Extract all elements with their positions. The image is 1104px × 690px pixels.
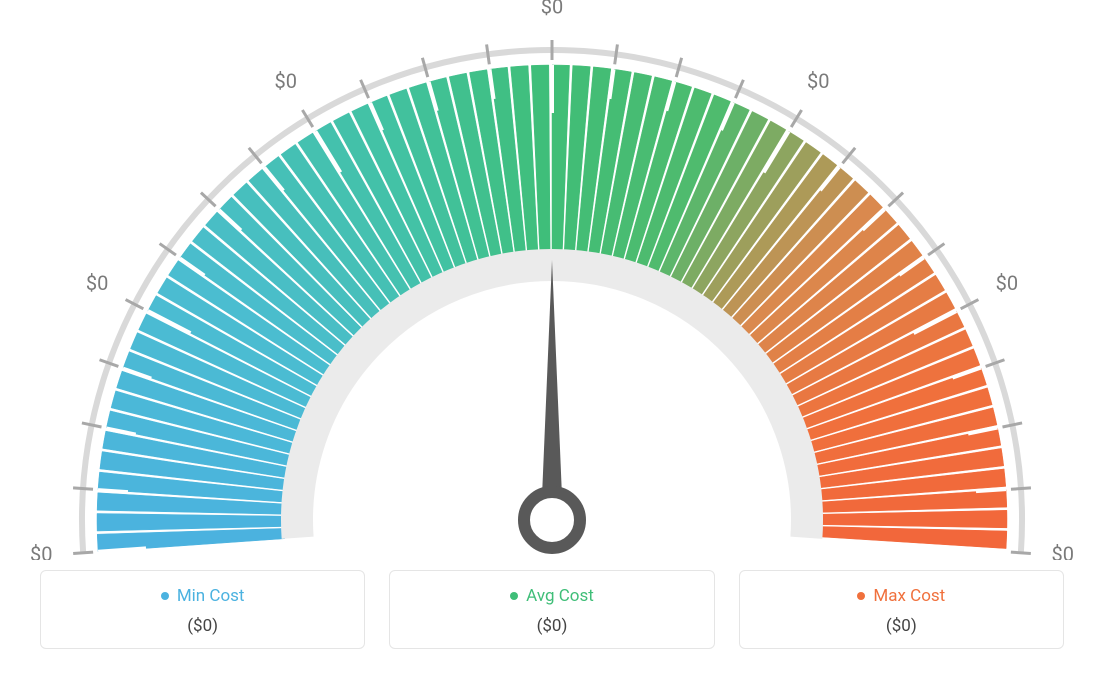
legend-dot-icon bbox=[857, 592, 865, 600]
tick-label: $0 bbox=[86, 271, 108, 295]
legend-label: Max Cost bbox=[873, 586, 945, 606]
legend-label: Min Cost bbox=[177, 586, 245, 606]
legend-value: ($0) bbox=[390, 616, 713, 636]
gauge-area: $0 $0 $0 $0 $0 $0 $0 bbox=[0, 0, 1104, 560]
legend-card-avg: Avg Cost ($0) bbox=[389, 570, 714, 649]
tick-label: $0 bbox=[275, 69, 297, 93]
legend-card-max: Max Cost ($0) bbox=[739, 570, 1064, 649]
legend-dot-icon bbox=[161, 592, 169, 600]
legend-dot-icon bbox=[510, 592, 518, 600]
legend-value: ($0) bbox=[41, 616, 364, 636]
tick-label: $0 bbox=[807, 69, 829, 93]
legend-label: Avg Cost bbox=[526, 586, 594, 606]
legend-row: Min Cost ($0) Avg Cost ($0) Max Cost ($0) bbox=[0, 570, 1104, 649]
gauge-svg: $0 $0 $0 $0 $0 $0 $0 bbox=[0, 0, 1104, 560]
legend-title: Avg Cost bbox=[510, 586, 594, 606]
legend-title: Min Cost bbox=[161, 586, 245, 606]
tick-label: $0 bbox=[1052, 542, 1074, 560]
cost-gauge-chart: $0$0$0$0$0$0$0 Min Cost($0)Avg Cost($0)M… bbox=[0, 0, 1104, 690]
tick-label: $0 bbox=[30, 542, 52, 560]
tick-label: $0 bbox=[541, 0, 563, 18]
tick-label: $0 bbox=[996, 271, 1018, 295]
legend-card-min: Min Cost ($0) bbox=[40, 570, 365, 649]
needle-pivot bbox=[524, 492, 580, 548]
legend-title: Max Cost bbox=[857, 586, 945, 606]
legend-value: ($0) bbox=[740, 616, 1063, 636]
needle bbox=[541, 260, 563, 520]
